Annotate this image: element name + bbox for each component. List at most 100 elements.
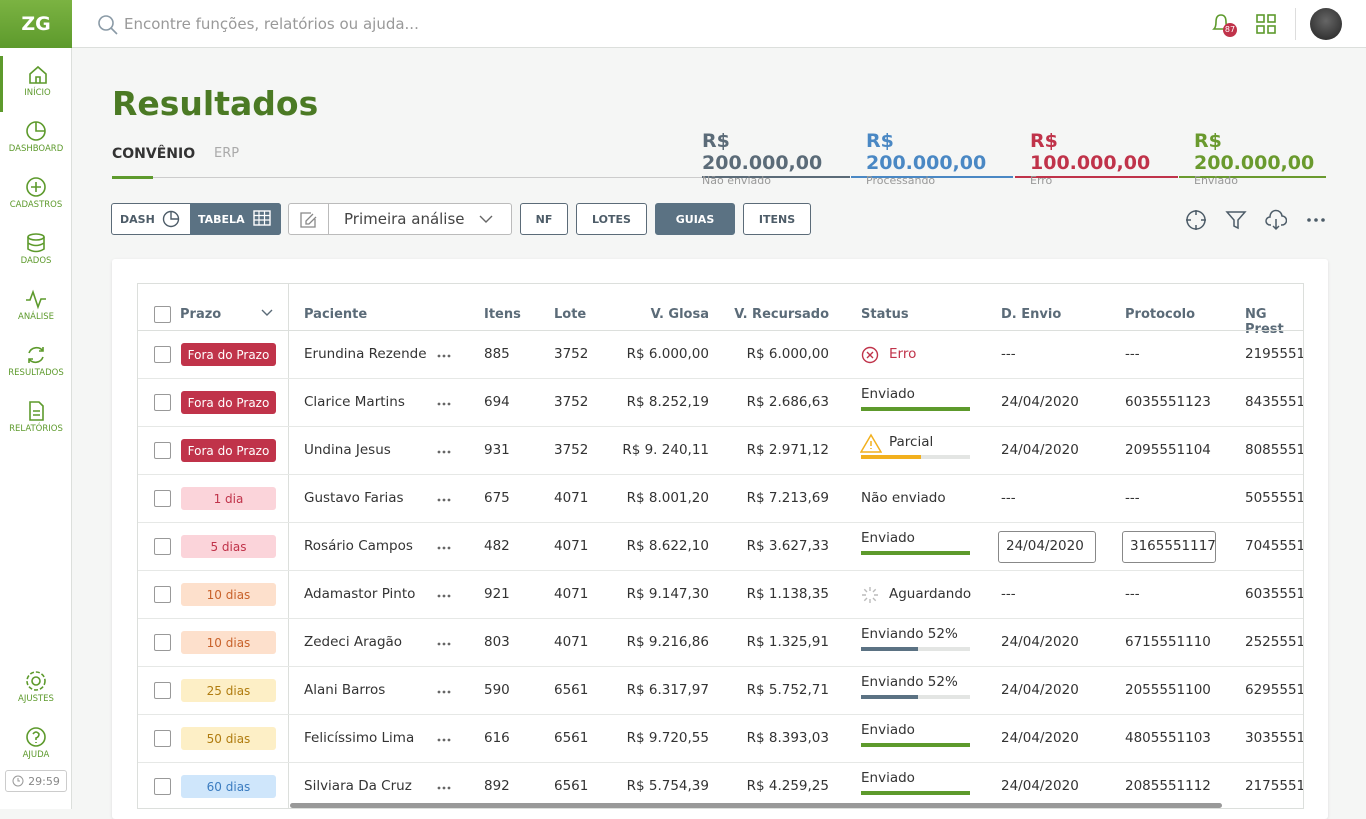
toolbar-action <box>1186 210 1206 230</box>
patient-name[interactable]: Alani Barros <box>304 682 386 698</box>
cell-protocolo: 2055551100 <box>1125 682 1211 698</box>
progress-bar <box>861 647 918 651</box>
cell-protocolo: 6035551123 <box>1125 394 1211 410</box>
cell-envio: 24/04/2020 <box>1001 682 1079 698</box>
cell-envio: --- <box>1001 490 1016 506</box>
search-input[interactable]: Encontre funções, relatórios ou ajuda... <box>124 15 419 33</box>
status: Aguardando <box>889 586 972 602</box>
cell-ng: 2525551 <box>1245 634 1304 650</box>
row-menu <box>437 594 451 598</box>
bell-icon[interactable] <box>1210 12 1240 40</box>
patient-name[interactable]: Felicíssimo Lima <box>304 730 415 746</box>
cell-itens: 892 <box>484 778 510 794</box>
row-line <box>138 618 1303 619</box>
cell-envio: 24/04/2020 <box>1001 730 1079 746</box>
row-checkbox[interactable] <box>154 634 171 651</box>
patient-name[interactable]: Undina Jesus <box>304 442 391 458</box>
row-menu <box>437 642 451 646</box>
row-checkbox[interactable] <box>154 730 171 747</box>
patient-name[interactable]: Clarice Martins <box>304 394 405 410</box>
cell-input[interactable]: 3165551117 <box>1122 531 1216 563</box>
nav-label: DASHBOARD <box>8 144 64 154</box>
sidebar: INÍCIO DASHBOARD CADASTROS DADOS ANÁLISE RESU… <box>0 48 72 809</box>
column-header: D. Envio <box>1001 307 1062 322</box>
cell-envio: 24/04/2020 <box>1001 394 1079 410</box>
row-checkbox[interactable] <box>154 442 171 459</box>
deadline-badge: 50 dias <box>181 727 276 750</box>
nav-item[interactable]: AJUSTES <box>0 662 72 718</box>
filter-button[interactable]: ITENS <box>743 203 811 235</box>
cell-itens: 931 <box>484 442 510 458</box>
patient-name[interactable]: Erundina Rezende <box>304 346 427 362</box>
nav-icon <box>28 65 47 84</box>
cell-itens: 616 <box>484 730 510 746</box>
row-menu <box>437 498 451 502</box>
header-checkbox[interactable] <box>154 306 171 323</box>
logo[interactable]: ZG <box>0 0 72 48</box>
deadline-badge: 25 dias <box>181 679 276 702</box>
nav-item[interactable]: CADASTROS <box>0 168 72 224</box>
nav-item[interactable]: AJUDA <box>0 718 72 774</box>
nav-label: AJUDA <box>22 750 50 760</box>
cell-itens: 482 <box>484 538 510 554</box>
filter-button[interactable]: LOTES <box>576 203 647 235</box>
filter-button[interactable]: NF <box>520 203 568 235</box>
patient-name[interactable]: Rosário Campos <box>304 538 413 554</box>
row-checkbox[interactable] <box>154 490 171 507</box>
cell-itens: 694 <box>484 394 510 410</box>
cell-lote: 4071 <box>554 634 589 650</box>
cell-protocolo: 6715551110 <box>1125 634 1211 650</box>
filter-button[interactable]: GUIAS <box>655 203 735 235</box>
nav-label: ANÁLISE <box>18 312 54 322</box>
col-divider <box>288 284 289 808</box>
tab[interactable]: CONVÊNIO <box>112 146 196 162</box>
nav-icon <box>28 346 44 364</box>
cell-glosa: R$ 9. 240,11 <box>622 442 709 458</box>
nav-item[interactable]: RELATÓRIOS <box>0 392 72 448</box>
analysis-select[interactable]: Primeira análise <box>288 203 512 235</box>
tab[interactable]: ERP <box>214 146 240 161</box>
cell-ng: 3035551 <box>1245 730 1304 746</box>
cell-recursado: R$ 2.686,63 <box>746 394 829 410</box>
row-menu <box>437 690 451 694</box>
summary-amount: R$ 200.000,00 <box>702 130 823 174</box>
column-header: V. Glosa <box>650 307 709 322</box>
top-bar: Encontre funções, relatórios ou ajuda...… <box>0 0 1366 48</box>
row-checkbox[interactable] <box>154 346 171 363</box>
row-checkbox[interactable] <box>154 538 171 555</box>
summary-card: R$ 200.000,00 Não enviado <box>702 130 850 187</box>
patient-name[interactable]: Adamastor Pinto <box>304 586 416 602</box>
cell-itens: 590 <box>484 682 510 698</box>
patient-name[interactable]: Silviara Da Cruz <box>304 778 412 794</box>
avatar[interactable] <box>1310 8 1342 40</box>
patient-name[interactable]: Zedeci Aragão <box>304 634 403 650</box>
nav-item[interactable]: RESULTADOS <box>0 336 72 392</box>
column-header: Paciente <box>304 307 368 322</box>
status: Enviando 52% <box>861 674 958 690</box>
cell-protocolo: 4805551103 <box>1125 730 1211 746</box>
apps-icon[interactable] <box>1256 14 1277 35</box>
summary-card: R$ 200.000,00 Processando <box>851 130 1013 187</box>
nav-item[interactable]: ANÁLISE <box>0 280 72 336</box>
row-checkbox[interactable] <box>154 682 171 699</box>
notification-count: 87 <box>1224 25 1236 34</box>
column-header: Status <box>861 307 909 322</box>
nav-item[interactable]: INÍCIO <box>0 56 72 112</box>
column-header: NG Prest <box>1245 307 1284 337</box>
row-checkbox[interactable] <box>154 586 171 603</box>
view-dash[interactable]: DASH <box>120 213 155 226</box>
cell-input[interactable]: 24/04/2020 <box>998 531 1096 563</box>
status: Enviado <box>861 386 915 402</box>
nav-label: RESULTADOS <box>8 368 64 378</box>
patient-name[interactable]: Gustavo Farias <box>304 490 404 506</box>
nav-item[interactable]: DADOS <box>0 224 72 280</box>
cell-lote: 4071 <box>554 586 589 602</box>
status: Enviado <box>861 722 915 738</box>
view-table-label[interactable]: TABELA <box>198 213 245 226</box>
column-header[interactable]: Prazo <box>180 307 222 322</box>
row-checkbox[interactable] <box>154 778 171 795</box>
row-checkbox[interactable] <box>154 394 171 411</box>
timer-text: 29:59 <box>28 774 60 788</box>
nav-item[interactable]: DASHBOARD <box>0 112 72 168</box>
